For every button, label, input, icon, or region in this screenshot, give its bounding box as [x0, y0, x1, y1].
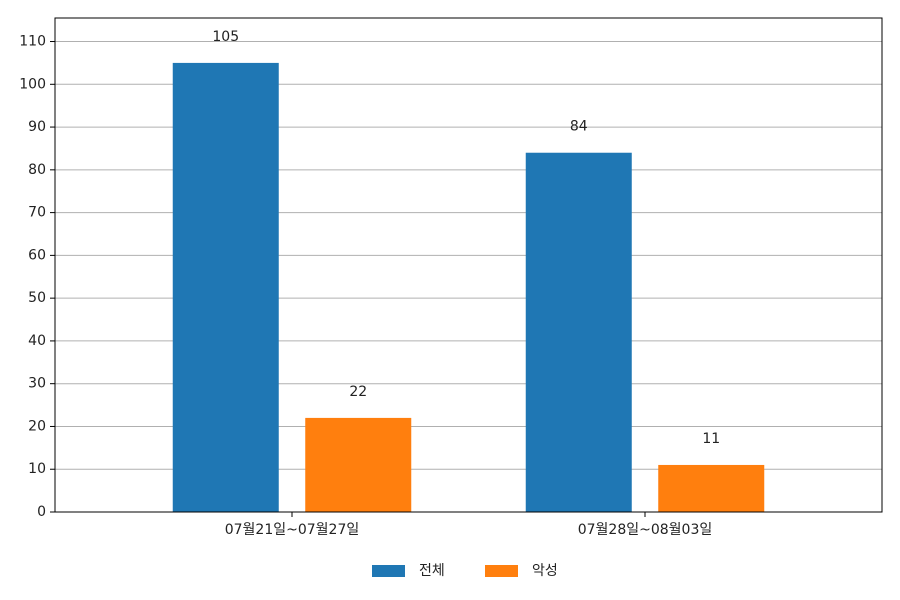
legend-swatch — [372, 565, 405, 577]
y-tick-label: 100 — [19, 76, 46, 92]
y-tick-label: 60 — [28, 247, 46, 263]
y-tick-label: 80 — [28, 162, 46, 178]
value-label: 84 — [570, 119, 588, 135]
y-tick-label: 110 — [19, 34, 46, 50]
value-label: 105 — [212, 29, 239, 45]
legend-label: 악성 — [532, 563, 558, 579]
legend-label: 전체 — [419, 563, 445, 579]
y-tick-label: 20 — [28, 418, 46, 434]
y-tick-label: 50 — [28, 290, 46, 306]
y-tick-label: 0 — [37, 504, 46, 520]
y-tick-label: 90 — [28, 119, 46, 135]
legend-swatch — [485, 565, 518, 577]
value-label: 11 — [702, 431, 720, 447]
y-tick-label: 40 — [28, 333, 46, 349]
bar — [172, 62, 279, 513]
value-label: 22 — [349, 384, 367, 400]
y-tick-label: 70 — [28, 205, 46, 221]
plot-frame — [54, 17, 883, 513]
bar — [658, 464, 765, 512]
bar — [525, 152, 632, 512]
x-tick-label: 07월28일~08월03일 — [578, 522, 713, 538]
y-tick-label: 10 — [28, 461, 46, 477]
y-tick-label: 30 — [28, 376, 46, 392]
bar — [305, 417, 412, 512]
x-tick-label: 07월21일~07월27일 — [225, 522, 360, 538]
